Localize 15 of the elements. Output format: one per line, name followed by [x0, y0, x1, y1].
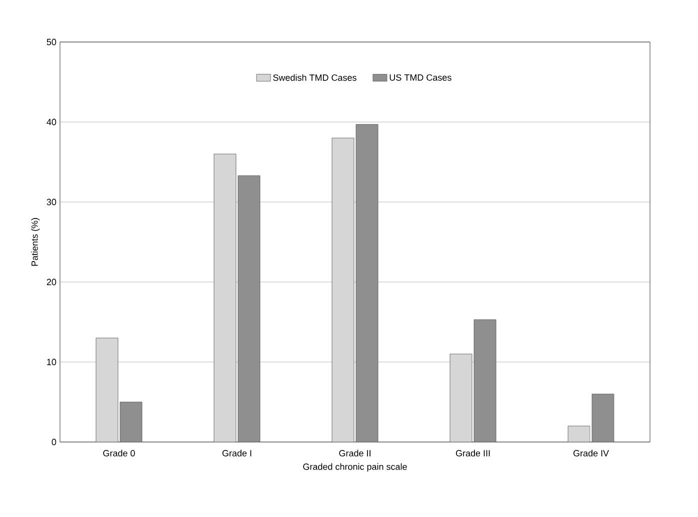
y-tick-label: 10	[47, 358, 56, 366]
y-tick-label: 40	[46, 118, 56, 126]
x-tick-label: Grade III	[456, 450, 490, 456]
y-axis-title: Patients (%)	[31, 218, 40, 266]
y-tick-label: 0	[52, 438, 56, 446]
x-axis-title: Graded chronic pain scale	[303, 463, 407, 472]
y-tick-label: 50	[46, 38, 56, 46]
x-tick-label: Grade II	[339, 450, 370, 456]
x-tick-label: Grade I	[222, 450, 252, 456]
legend-label: Swedish TMD Cases	[273, 74, 356, 81]
y-tick-label: 30	[46, 198, 56, 206]
x-tick-label: Grade 0	[103, 450, 135, 456]
x-tick-label: Grade IV	[573, 450, 609, 456]
legend-label: US TMD Cases	[390, 74, 452, 81]
y-tick-label: 20	[46, 278, 56, 286]
